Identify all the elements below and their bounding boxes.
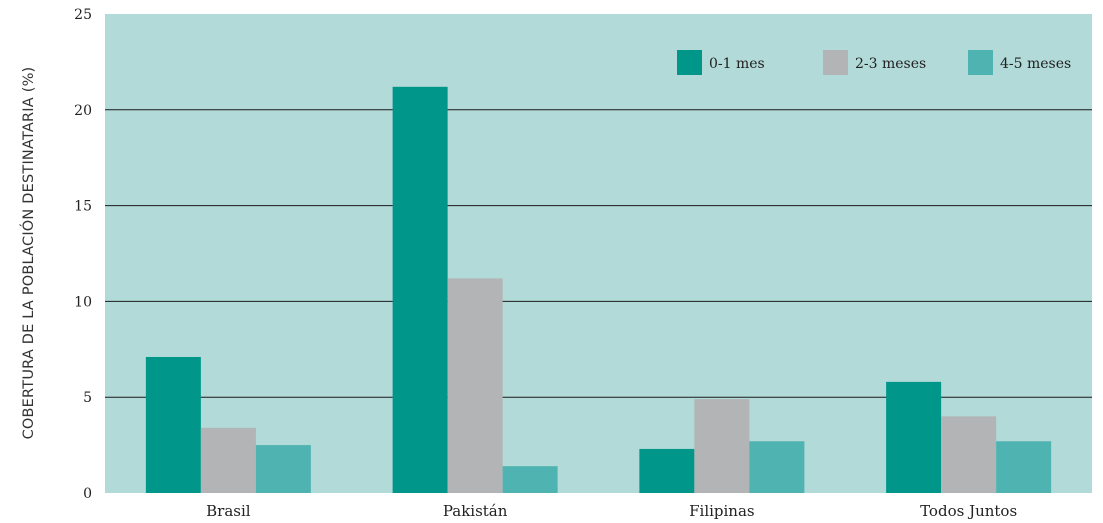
legend: 0-1 mes 2-3 meses 4-5 meses — [677, 50, 1071, 75]
bar — [941, 416, 997, 493]
bar — [200, 427, 256, 493]
bars — [145, 86, 1052, 494]
x-category-label: Filipinas — [689, 502, 755, 520]
legend-swatch — [823, 50, 848, 75]
legend-swatch — [968, 50, 993, 75]
y-axis-ticks: 0 5 10 15 20 25 — [74, 7, 92, 502]
bar — [996, 441, 1052, 493]
y-axis-title: COBERTURA DE LA POBLACIÓN DESTINATARIA (… — [19, 67, 37, 440]
x-axis-categories: Brasil Pakistán Filipinas Todos Juntos — [206, 502, 1017, 520]
bar — [502, 466, 558, 493]
legend-label: 0-1 mes — [709, 56, 765, 72]
bar — [694, 399, 750, 493]
bar — [255, 445, 311, 493]
x-category-label: Brasil — [206, 502, 251, 520]
y-tick-label: 5 — [83, 390, 92, 406]
bar — [749, 441, 805, 493]
legend-label: 2-3 meses — [855, 56, 926, 72]
x-category-label: Pakistán — [443, 502, 508, 520]
y-tick-label: 25 — [74, 7, 92, 23]
x-category-label: Todos Juntos — [920, 502, 1017, 520]
bar — [392, 86, 448, 494]
y-tick-label: 20 — [74, 103, 92, 119]
bar — [639, 448, 695, 493]
y-tick-label: 0 — [83, 486, 92, 502]
bar — [145, 356, 201, 493]
legend-swatch — [677, 50, 702, 75]
y-tick-label: 10 — [74, 294, 92, 310]
bar — [447, 278, 503, 493]
legend-label: 4-5 meses — [1000, 56, 1071, 72]
bar — [886, 381, 942, 493]
y-tick-label: 15 — [74, 199, 92, 215]
